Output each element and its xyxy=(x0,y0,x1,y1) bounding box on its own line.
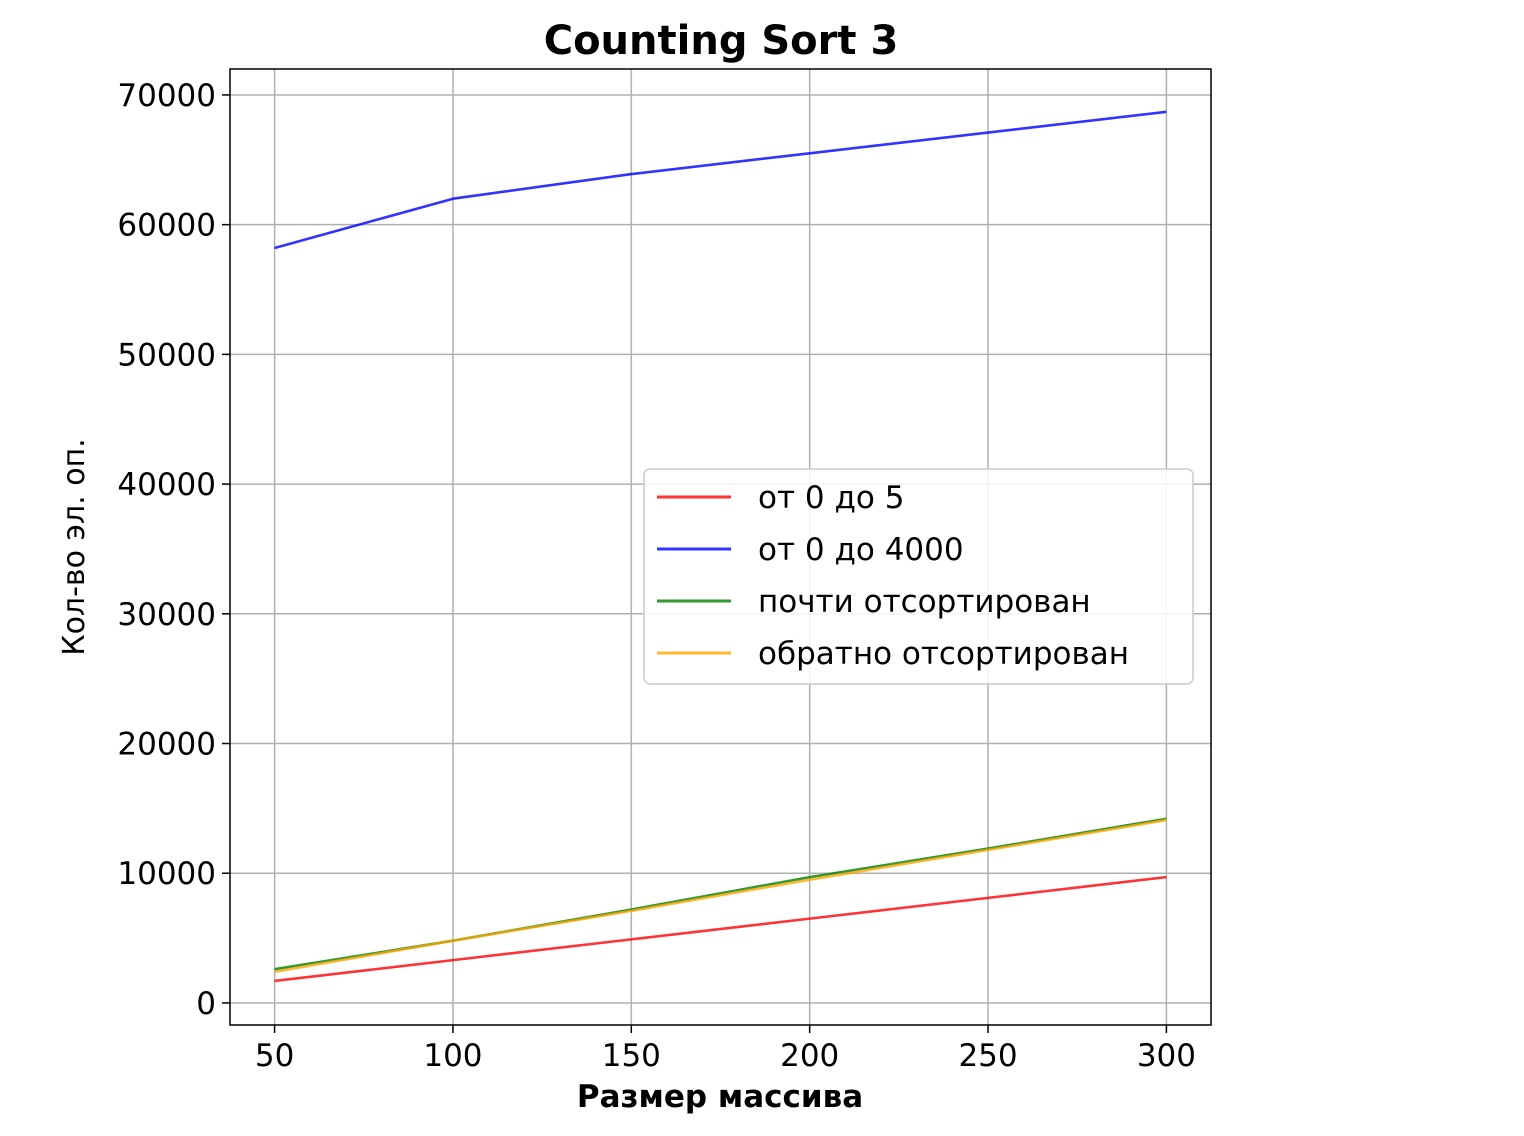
y-tick-label: 60000 xyxy=(117,208,216,244)
series-line-2 xyxy=(274,110,1167,250)
legend-label: от 0 до 5 xyxy=(758,480,904,516)
x-tick-label: 250 xyxy=(958,1038,1017,1074)
series-lines xyxy=(274,110,1167,983)
x-tick-label: 300 xyxy=(1137,1038,1196,1074)
x-axis-ticks: 50 100 150 200 250 300 xyxy=(255,1025,1196,1074)
legend-box xyxy=(643,468,1194,685)
y-axis-label: Кол-во эл. оп. xyxy=(57,438,92,655)
y-tick-label: 50000 xyxy=(117,337,216,373)
y-tick-label: 70000 xyxy=(117,78,216,114)
x-axis-label: Размер массива xyxy=(577,1079,863,1115)
y-axis-ticks: 0 10000 20000 30000 40000 50000 60000 70000 xyxy=(117,78,230,1022)
y-tick-label: 0 xyxy=(196,986,216,1022)
y-tick-label: 40000 xyxy=(117,467,216,503)
legend-label: почти отсортирован xyxy=(758,584,1091,620)
y-tick-label: 10000 xyxy=(117,856,216,892)
legend: от 0 до 5 от 0 до 4000 почти отсортирован о… xyxy=(643,468,1194,685)
x-tick-label: 150 xyxy=(602,1038,661,1074)
plot-area xyxy=(229,68,1212,1026)
series-line-1 xyxy=(274,875,1167,983)
chart-title: Counting Sort 3 xyxy=(544,18,899,64)
legend-label: обратно отсортирован xyxy=(758,636,1129,672)
x-tick-label: 50 xyxy=(255,1038,294,1074)
x-tick-label: 100 xyxy=(423,1038,482,1074)
y-tick-label: 30000 xyxy=(117,597,216,633)
series-line-4 xyxy=(274,818,1167,974)
legend-label: от 0 до 4000 xyxy=(758,532,964,568)
y-tick-label: 20000 xyxy=(117,727,216,763)
x-tick-label: 200 xyxy=(780,1038,839,1074)
